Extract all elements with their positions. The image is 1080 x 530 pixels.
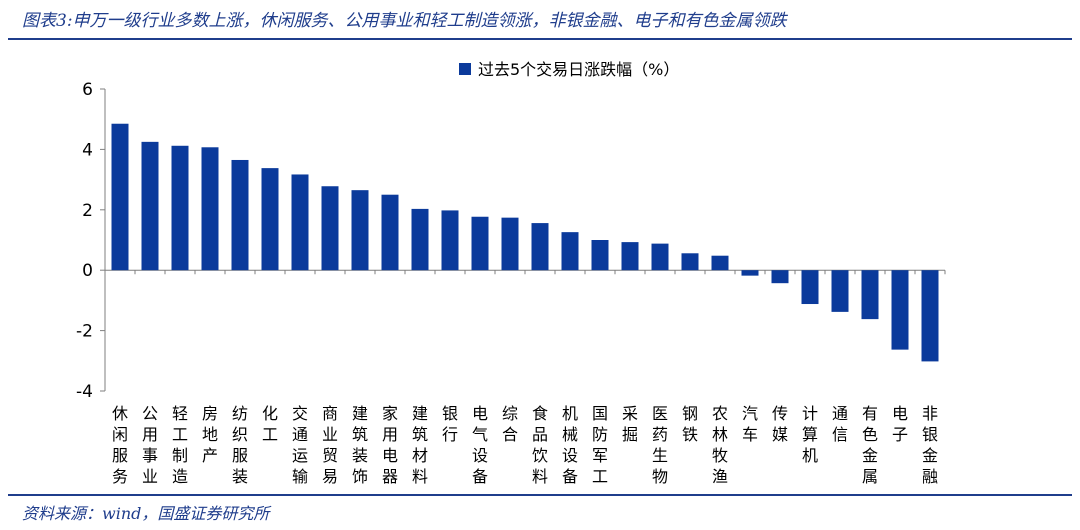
category-label: 家用电器 (382, 404, 398, 486)
category-label: 化工 (262, 404, 278, 444)
y-tick-label: 4 (82, 140, 93, 160)
figure-title: 图表3:申万一级行业多数上涨，休闲服务、公用事业和轻工制造领涨，非银金融、电子和… (22, 11, 787, 31)
category-label: 交通运输 (292, 404, 308, 486)
category-label: 非银金融 (922, 404, 938, 486)
category-label: 农林牧渔 (712, 404, 728, 486)
bar (171, 145, 189, 271)
category-label: 有色金属 (862, 404, 878, 486)
category-label: 通信 (832, 404, 848, 444)
bar (321, 186, 339, 271)
legend-swatch (459, 63, 471, 75)
y-tick-label: -4 (76, 382, 93, 402)
legend: 过去5个交易日涨跌幅（%） (459, 60, 679, 79)
bars (111, 123, 939, 362)
bar (651, 243, 669, 271)
bar (411, 208, 429, 271)
category-labels: 休闲服务公用事业轻工制造房地产纺织服装化工交通运输商业贸易建筑装饰家用电器建筑材… (112, 404, 938, 486)
bar (771, 270, 789, 284)
bar (921, 270, 939, 362)
category-label: 纺织服装 (232, 404, 248, 486)
category-label: 房地产 (202, 404, 218, 465)
bar (561, 232, 579, 271)
category-label: 银行 (442, 404, 458, 444)
bar (231, 159, 249, 271)
y-tick-label: -2 (76, 322, 93, 342)
bar (621, 242, 639, 271)
category-label: 国防军工 (592, 404, 608, 486)
bar (591, 240, 609, 271)
y-tick-label: 0 (82, 261, 93, 281)
category-label: 公用事业 (142, 404, 158, 486)
y-tick-labels: -4 -2 0 2 4 6 (76, 80, 93, 402)
bar (501, 217, 519, 271)
category-label: 汽车 (742, 404, 758, 444)
category-label: 采掘 (622, 404, 638, 444)
bar (801, 270, 819, 305)
category-label: 商业贸易 (322, 404, 338, 486)
axes (100, 88, 946, 392)
bar (741, 270, 759, 276)
category-label: 计算机 (802, 404, 818, 465)
bar (831, 270, 849, 312)
category-label: 机械设备 (562, 404, 578, 486)
category-label: 综合 (502, 404, 518, 444)
y-tick-label: 6 (82, 80, 93, 100)
bar (351, 190, 369, 271)
bar (111, 123, 129, 271)
bar (261, 168, 279, 271)
bar (681, 253, 699, 271)
y-tick-label: 2 (82, 201, 93, 221)
category-label: 食品饮料 (532, 404, 548, 486)
top-rule (8, 38, 1072, 40)
bottom-rule (8, 494, 1072, 496)
category-label: 钢铁 (682, 404, 698, 444)
bar (711, 255, 729, 271)
category-label: 电气设备 (472, 404, 488, 486)
bar (531, 223, 549, 271)
bar (291, 174, 309, 271)
category-label: 轻工制造 (172, 404, 188, 486)
category-label: 电子 (892, 404, 908, 444)
bar (471, 216, 489, 271)
category-label: 医药生物 (652, 404, 668, 486)
legend-label: 过去5个交易日涨跌幅（%） (478, 60, 679, 79)
category-label: 建筑装饰 (352, 404, 368, 486)
bar (441, 210, 459, 271)
source-note: 资料来源：wind，国盛证券研究所 (22, 504, 270, 523)
bar (141, 141, 159, 271)
bar (201, 147, 219, 271)
bar (381, 194, 399, 271)
bar (861, 270, 879, 320)
category-label: 休闲服务 (112, 404, 128, 486)
category-label: 建筑材料 (412, 404, 428, 486)
bar (891, 270, 909, 350)
category-label: 传媒 (772, 404, 788, 444)
